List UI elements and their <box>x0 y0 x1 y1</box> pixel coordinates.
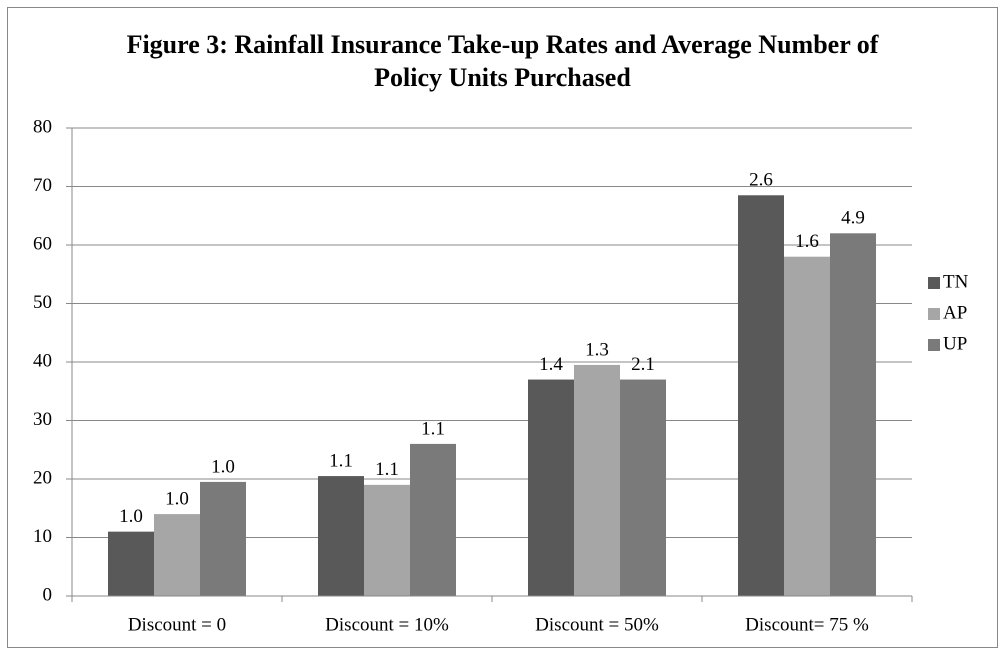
x-tick-label: Discount = 10% <box>325 614 449 635</box>
y-tick-label: 40 <box>33 350 52 371</box>
data-label: 1.6 <box>795 231 819 252</box>
data-label: 1.0 <box>119 506 143 527</box>
y-tick-label: 60 <box>33 233 52 254</box>
bar <box>830 233 876 597</box>
bar <box>108 531 154 596</box>
data-label: 2.1 <box>631 354 655 375</box>
legend-label: UP <box>943 333 967 354</box>
x-tick-label: Discount= 75 % <box>745 614 869 635</box>
y-tick-label: 10 <box>33 526 52 547</box>
legend-label: TN <box>943 271 969 292</box>
bar <box>528 379 574 596</box>
data-label: 2.6 <box>749 170 773 191</box>
bar <box>154 514 200 596</box>
chart-title: Figure 3: Rainfall Insurance Take-up Rat… <box>126 30 879 92</box>
data-label: 1.3 <box>585 339 609 360</box>
x-tick-label: Discount = 0 <box>128 614 226 635</box>
bar <box>738 195 784 596</box>
data-label: 4.9 <box>841 208 865 229</box>
data-label: 1.1 <box>375 459 399 480</box>
y-tick-label: 50 <box>33 292 52 313</box>
legend-swatch <box>928 277 940 289</box>
bar <box>784 256 830 596</box>
bar <box>200 481 246 596</box>
data-label: 1.4 <box>539 354 563 375</box>
y-tick-label: 80 <box>33 116 52 137</box>
data-label: 1.0 <box>211 456 235 477</box>
data-label: 1.0 <box>165 488 189 509</box>
bar <box>318 476 364 596</box>
y-tick-label: 70 <box>33 175 52 196</box>
y-tick-label: 30 <box>33 409 52 430</box>
data-label: 1.1 <box>421 418 445 439</box>
legend-swatch <box>928 308 940 320</box>
x-tick-label: Discount = 50% <box>535 614 659 635</box>
legend-label: AP <box>943 302 967 323</box>
data-label: 1.1 <box>329 450 353 471</box>
y-tick-label: 20 <box>33 467 52 488</box>
bar <box>410 443 456 596</box>
bar <box>364 484 410 596</box>
y-tick-label: 0 <box>43 584 53 605</box>
legend-swatch <box>928 339 940 351</box>
bar <box>574 364 620 596</box>
bar <box>620 379 666 596</box>
